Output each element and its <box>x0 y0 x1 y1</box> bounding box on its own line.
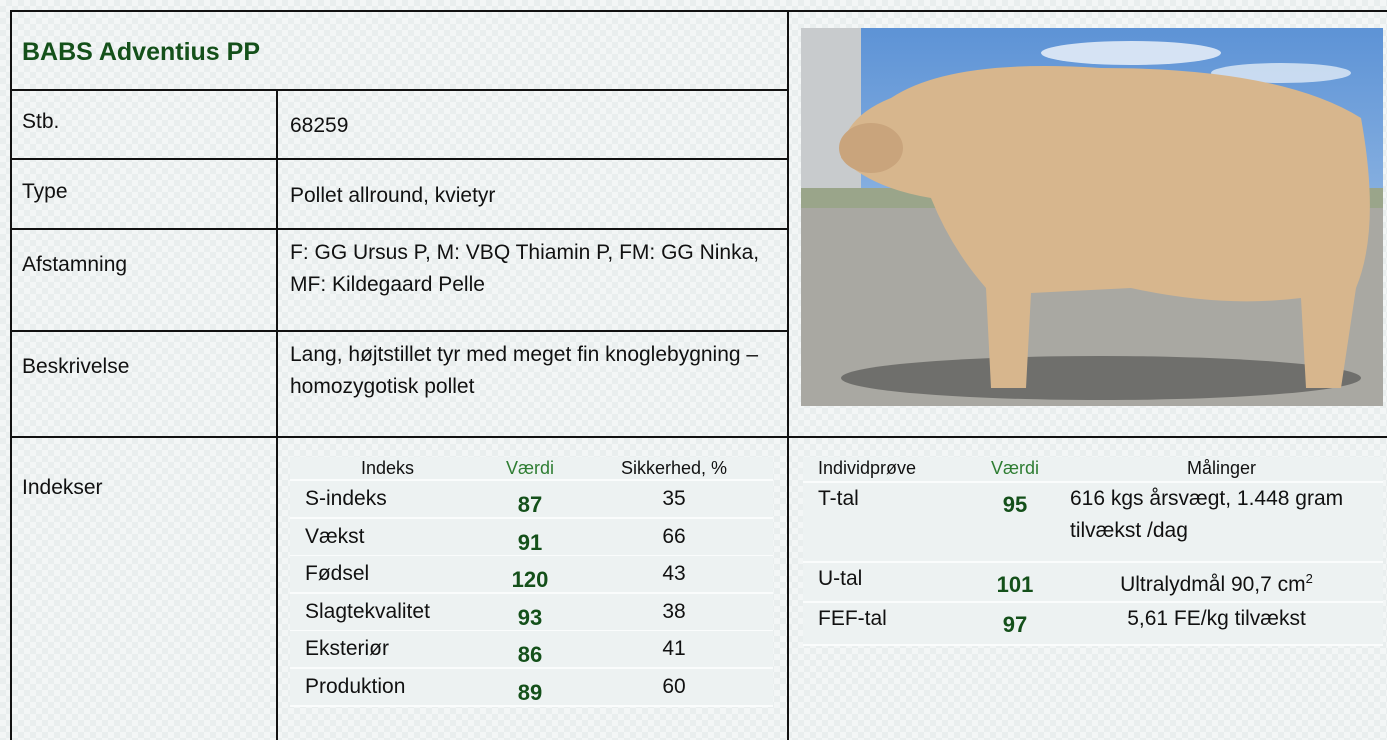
index-name: Fødsel <box>290 556 485 594</box>
border <box>10 10 12 740</box>
row-label: Stb. <box>22 110 59 134</box>
measure-text: 616 kgs årsvægt, 1.448 gram tilvækst /da… <box>1070 487 1343 542</box>
border <box>10 10 1387 12</box>
border <box>10 228 787 230</box>
index-name: Eksteriør <box>290 631 485 669</box>
border <box>10 158 787 160</box>
index-name: Produktion <box>290 669 485 707</box>
row-value: 68259 <box>290 110 770 142</box>
row-label: Afstamning <box>22 253 127 277</box>
table-header: Værdi <box>485 457 575 481</box>
index-certainty: 43 <box>575 556 773 594</box>
index-certainty: 35 <box>575 481 773 519</box>
index-name: S-indeks <box>290 481 485 519</box>
index-value: 89 <box>485 669 575 707</box>
table-header: Værdi <box>970 457 1060 483</box>
index-value: 93 <box>485 594 575 632</box>
photo <box>801 28 1383 406</box>
test-value: 95 <box>970 483 1060 563</box>
index-name: Vækst <box>290 519 485 557</box>
border <box>10 330 787 332</box>
test-measure: 5,61 FE/kg tilvækst <box>1060 603 1383 646</box>
test-measure: 616 kgs årsvægt, 1.448 gram tilvækst /da… <box>1060 483 1383 563</box>
row-value: Lang, højtstillet tyr med meget fin knog… <box>290 339 770 403</box>
test-name: U-tal <box>803 563 970 603</box>
border <box>787 10 789 740</box>
border <box>10 436 1387 438</box>
superscript: 2 <box>1306 571 1313 586</box>
row-value: F: GG Ursus P, M: VBQ Thiamin P, FM: GG … <box>290 237 770 301</box>
page: BABS Adventius PP Stb. 68259 Type Pollet al… <box>0 0 1387 740</box>
index-value: 87 <box>485 481 575 519</box>
border <box>276 89 278 740</box>
measure-text: Ultralydmål 90,7 cm <box>1120 573 1306 596</box>
test-measure: Ultralydmål 90,7 cm2 <box>1060 563 1383 603</box>
table-header: Indeks <box>290 457 485 481</box>
test-value: 101 <box>970 563 1060 603</box>
index-certainty: 41 <box>575 631 773 669</box>
row-value: Pollet allround, kvietyr <box>290 180 770 212</box>
index-certainty: 38 <box>575 594 773 632</box>
table-header: Målinger <box>1060 457 1383 483</box>
border <box>10 89 787 91</box>
index-certainty: 66 <box>575 519 773 557</box>
table-header: Sikkerhed, % <box>575 457 773 481</box>
section-label: Indekser <box>22 476 103 500</box>
measure-text: 5,61 FE/kg tilvækst <box>1127 607 1306 630</box>
index-value: 91 <box>485 519 575 557</box>
index-name: Slagtekvalitet <box>290 594 485 632</box>
test-name: T-tal <box>803 483 970 563</box>
index-value: 120 <box>485 556 575 594</box>
test-value: 97 <box>970 603 1060 646</box>
row-label: Beskrivelse <box>22 355 129 379</box>
test-name: FEF-tal <box>803 603 970 646</box>
index-certainty: 60 <box>575 669 773 707</box>
index-value: 86 <box>485 631 575 669</box>
row-label: Type <box>22 180 68 204</box>
title: BABS Adventius PP <box>22 38 260 67</box>
table-header: Individprøve <box>803 457 970 483</box>
